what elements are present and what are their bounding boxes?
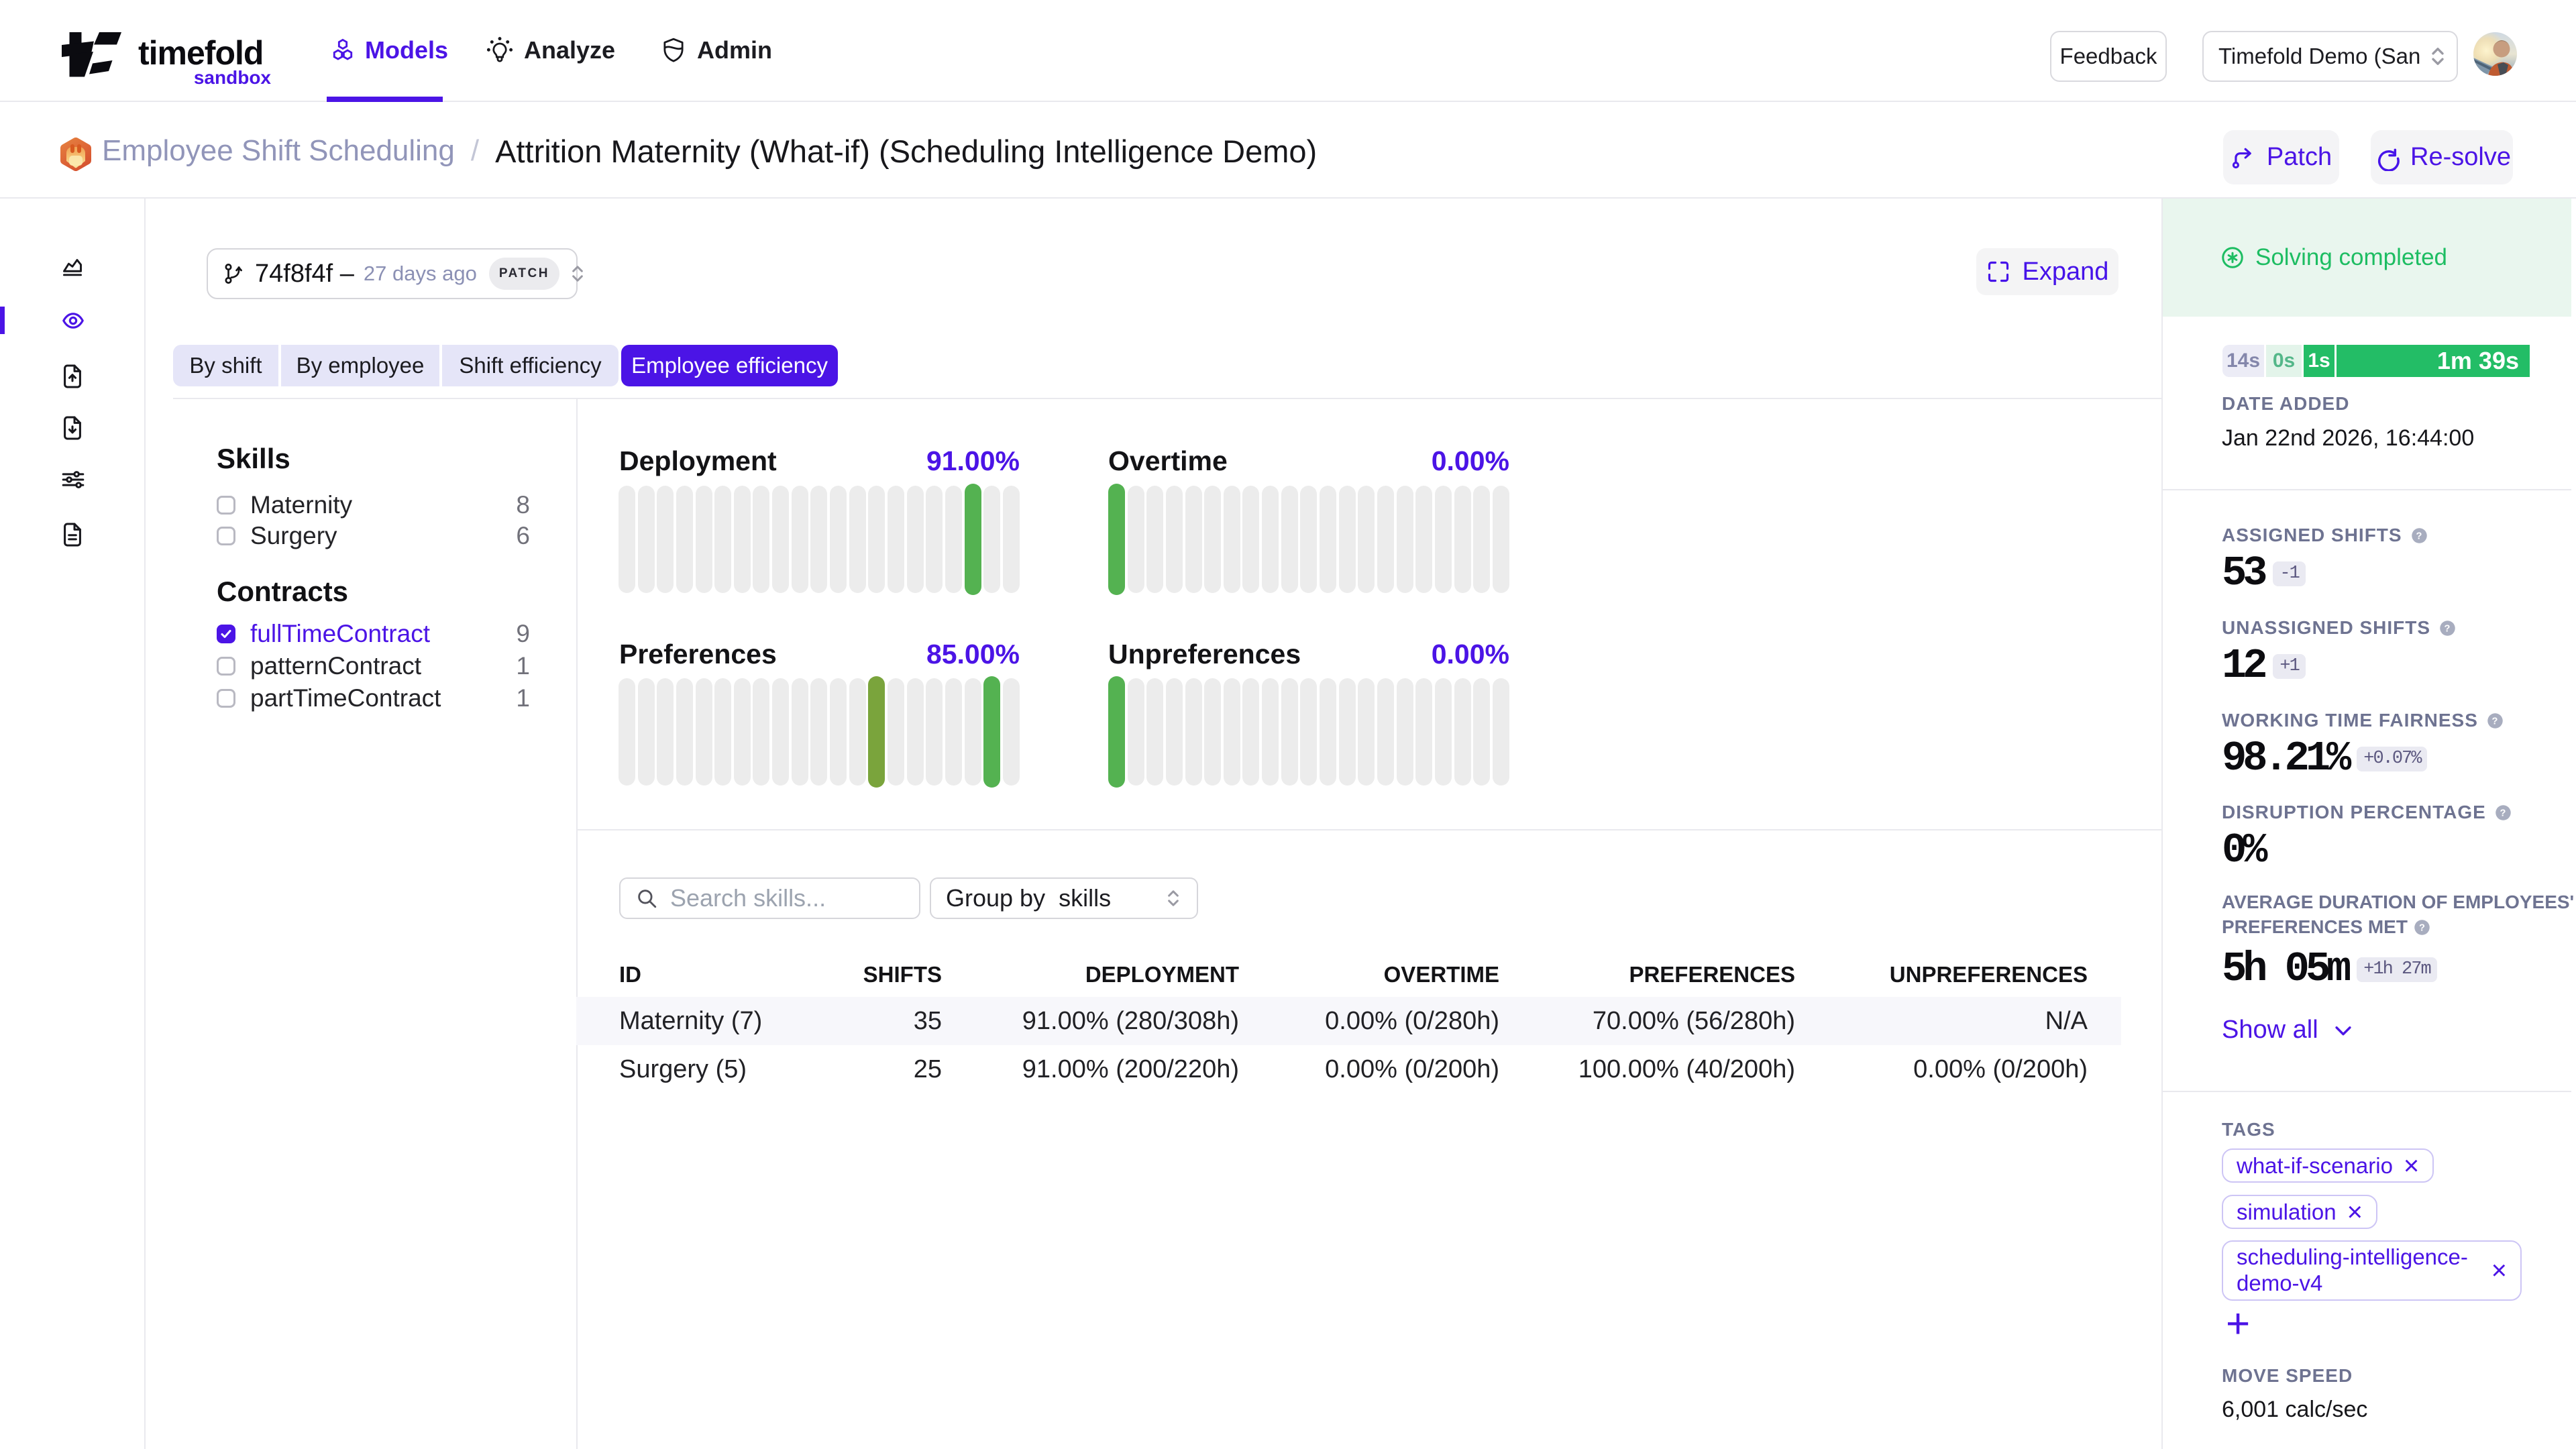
svg-text:?: ? — [2419, 923, 2425, 934]
svg-text:?: ? — [2445, 623, 2451, 634]
svg-text:?: ? — [2500, 808, 2506, 818]
svg-text:?: ? — [2416, 531, 2422, 541]
svg-text:?: ? — [2491, 716, 2498, 727]
